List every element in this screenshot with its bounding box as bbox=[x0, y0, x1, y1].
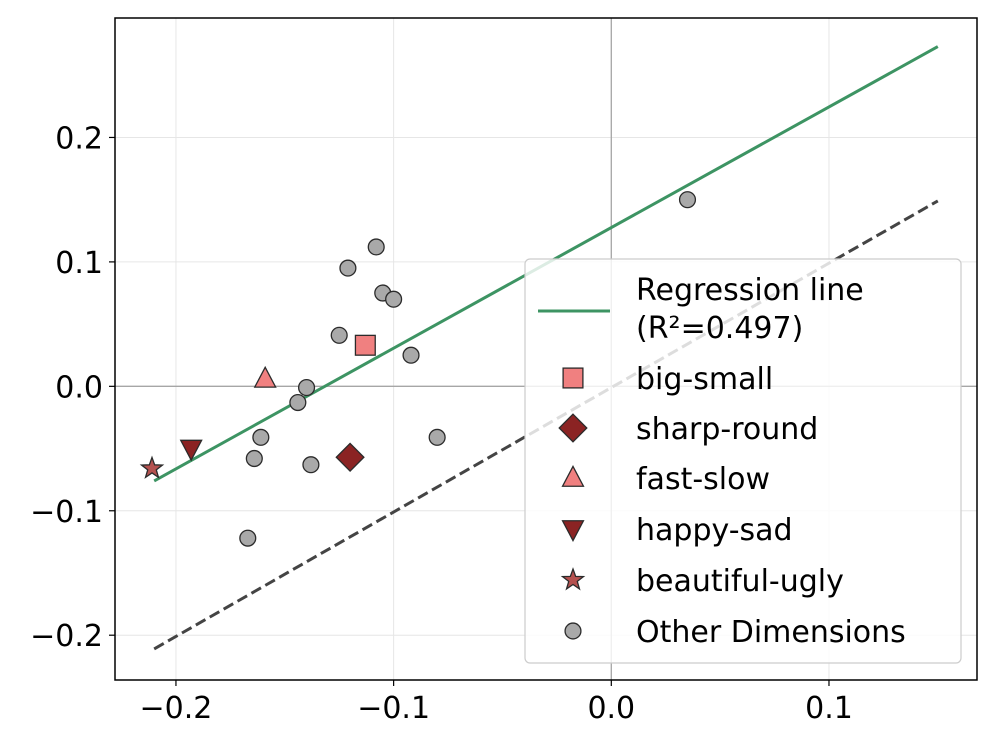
legend-label-happy-sad: happy-sad bbox=[636, 513, 793, 548]
point-other-dimensions bbox=[289, 393, 307, 412]
point-fast-slow bbox=[253, 365, 277, 388]
ticks: −0.2 −0.1 0.0 0.1 −0.2 −0.1 0.0 0.1 0.2 bbox=[30, 121, 853, 726]
y-tick-label: 0.2 bbox=[55, 121, 103, 156]
point-sharp-round bbox=[335, 442, 365, 472]
legend-marker-big-small bbox=[562, 367, 584, 389]
legend-label-big-small: big-small bbox=[636, 362, 773, 397]
point-other-dimensions bbox=[252, 428, 270, 446]
legend-marker-beautiful-ugly bbox=[560, 567, 586, 591]
data-points bbox=[139, 191, 697, 547]
legend-label-sharp-round: sharp-round bbox=[636, 412, 818, 447]
legend-label-fast-slow: fast-slow bbox=[636, 462, 770, 497]
point-other-dimensions bbox=[678, 191, 697, 209]
x-tick-label: 0.0 bbox=[587, 691, 635, 726]
y-tick-label: −0.2 bbox=[30, 619, 103, 654]
point-other-dimensions bbox=[339, 259, 357, 277]
point-other-dimensions bbox=[402, 346, 420, 364]
point-other-dimensions bbox=[330, 326, 348, 344]
legend-label-beautiful-ugly: beautiful-ugly bbox=[636, 564, 844, 599]
legend-marker-other-dimensions bbox=[564, 622, 582, 640]
point-other-dimensions bbox=[245, 449, 263, 468]
point-other-dimensions bbox=[428, 428, 446, 446]
legend: Regression line(R²=0.497) big-small sharp-… bbox=[524, 258, 962, 664]
point-other-dimensions bbox=[297, 379, 316, 397]
point-big-small bbox=[354, 334, 376, 356]
point-beautiful-ugly bbox=[139, 455, 165, 479]
point-other-dimensions bbox=[302, 456, 320, 474]
y-tick-label: 0.1 bbox=[55, 246, 103, 281]
axes-frame bbox=[114, 17, 978, 681]
legend-regression-label: Regression line bbox=[636, 273, 864, 308]
y-tick-label: −0.1 bbox=[30, 495, 103, 530]
x-tick-label: 0.1 bbox=[805, 691, 853, 726]
legend-box bbox=[524, 258, 962, 664]
point-happy-sad bbox=[179, 439, 203, 462]
x-tick-label: −0.2 bbox=[140, 691, 213, 726]
point-other-dimensions bbox=[385, 290, 403, 308]
point-other-dimensions bbox=[239, 529, 257, 547]
legend-label-other-dimensions: Other Dimensions bbox=[636, 615, 906, 650]
y-tick-label: 0.0 bbox=[55, 370, 103, 405]
legend-marker-happy-sad bbox=[561, 520, 585, 542]
legend-marker-fast-slow bbox=[561, 465, 585, 487]
legend-regression-r2: (R²=0.497) bbox=[636, 311, 803, 346]
point-other-dimensions bbox=[367, 238, 385, 256]
legend-marker-sharp-round bbox=[558, 413, 588, 443]
x-tick-label: −0.1 bbox=[357, 691, 430, 726]
